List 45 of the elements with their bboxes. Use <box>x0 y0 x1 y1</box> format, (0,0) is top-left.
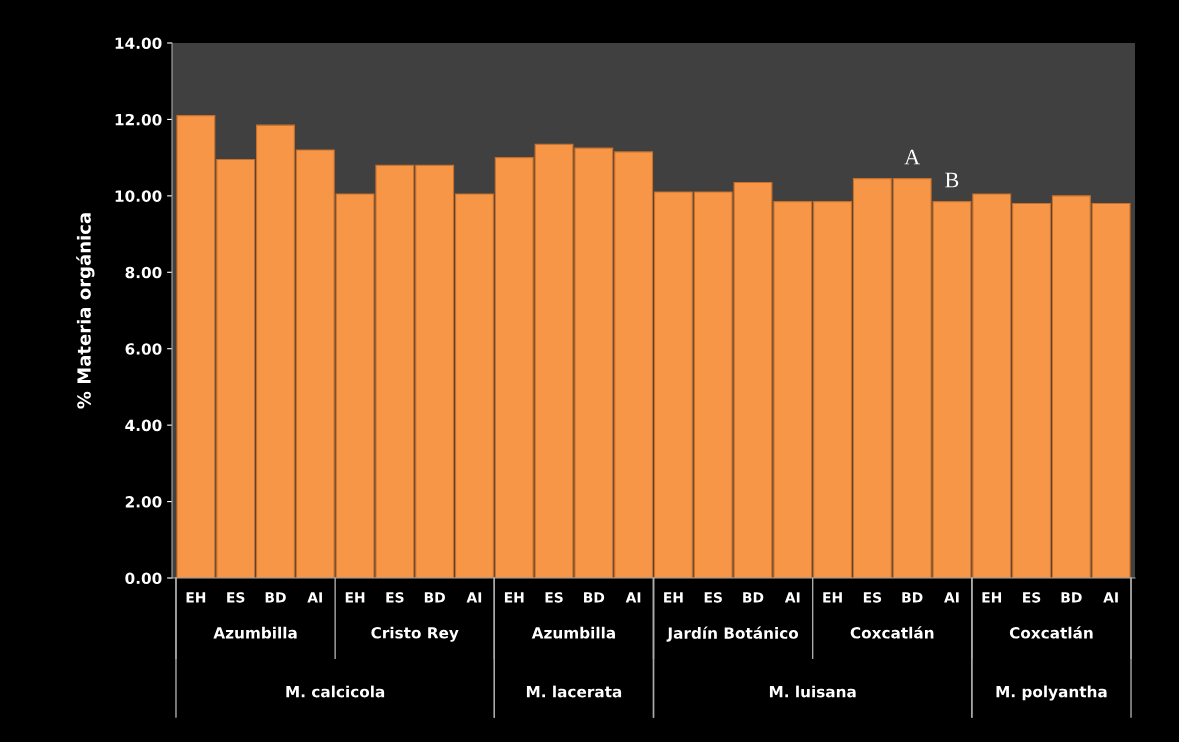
text: Coxcatlán <box>1009 626 1093 639</box>
text: Azumbilla <box>531 626 615 639</box>
x-tick-label: BD <box>902 592 923 603</box>
x-tick-label: EH <box>186 592 206 603</box>
x-tick-label: EH <box>823 592 842 603</box>
x-tick-label: BD <box>743 592 764 603</box>
x-tick-label: AI <box>944 592 959 603</box>
y-tick-label: 2.00 <box>125 496 162 508</box>
x-tick-label: ES <box>227 592 245 603</box>
x-tick-label: ES <box>704 592 722 603</box>
y-tick-label: 0.00 <box>125 572 162 585</box>
text: M. luisana <box>769 685 856 698</box>
x-tick-label: BD <box>1061 592 1082 603</box>
x-tick-label: BD <box>584 592 605 603</box>
annotation: A <box>904 149 921 165</box>
text: M. calcicola <box>286 685 385 698</box>
x-tick-label: ES <box>386 592 404 603</box>
text: Cristo Rey <box>371 626 459 642</box>
text: Azumbilla <box>213 626 297 639</box>
x-tick-label: EH <box>982 592 1002 603</box>
y-tick-label: 14.00 <box>115 37 162 50</box>
x-tick-label: ES <box>545 592 563 603</box>
y-tick-label: 4.00 <box>125 419 162 432</box>
text: M. lacerata <box>526 685 622 698</box>
x-tick-label: AI <box>1103 592 1118 603</box>
x-tick-label: AI <box>784 592 800 603</box>
x-tick-label: AI <box>307 592 322 603</box>
text: Coxcatlán <box>850 626 934 639</box>
text: Jardín Botánico <box>666 626 799 642</box>
text: M. polyantha <box>996 685 1107 701</box>
annotation: B <box>945 172 959 188</box>
x-tick-label: AI <box>625 592 641 603</box>
y-tick-label: 10.00 <box>115 190 162 202</box>
x-tick-label: EH <box>664 592 683 603</box>
x-tick-label: ES <box>1023 592 1041 603</box>
y-tick-label: 12.00 <box>115 113 162 126</box>
x-tick-label: EH <box>345 592 365 603</box>
y-tick-label: 8.00 <box>125 266 162 279</box>
x-tick-label: BD <box>424 592 445 603</box>
x-tick-label: EH <box>504 592 524 603</box>
x-tick-label: AI <box>466 592 482 603</box>
x-tick-label: ES <box>863 592 882 603</box>
y-tick-label: 6.00 <box>125 343 162 355</box>
y-axis-title: % Materia orgánica <box>76 213 95 409</box>
x-tick-label: BD <box>265 592 286 603</box>
